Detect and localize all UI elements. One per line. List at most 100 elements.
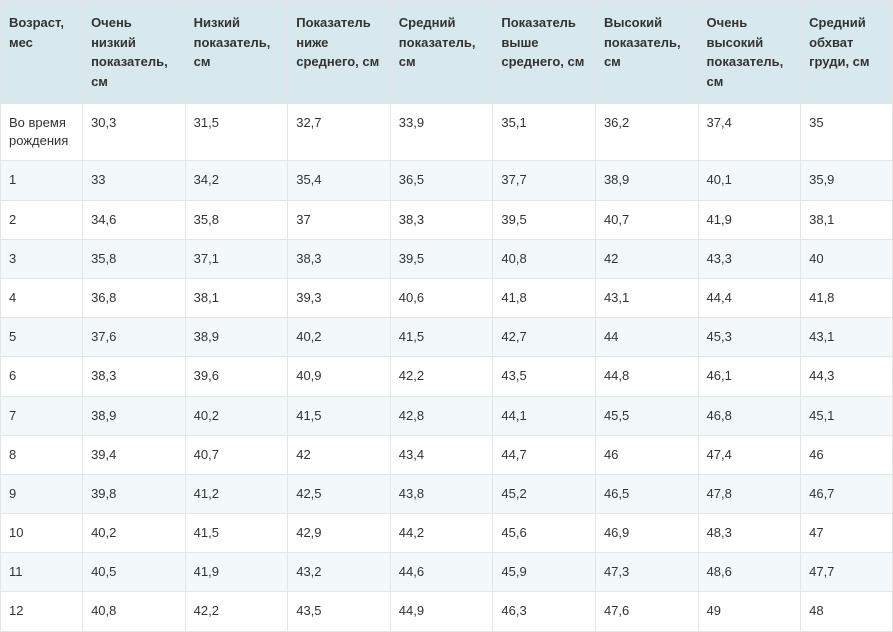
cell-age: 7 xyxy=(1,396,83,435)
table-row: 8 39,4 40,7 42 43,4 44,7 46 47,4 46 xyxy=(1,435,893,474)
cell-value: 42 xyxy=(595,239,698,278)
cell-value: 37,6 xyxy=(83,318,186,357)
cell-value: 41,8 xyxy=(801,278,893,317)
cell-value: 45,9 xyxy=(493,553,596,592)
cell-value: 34,2 xyxy=(185,161,288,200)
cell-value: 36,8 xyxy=(83,278,186,317)
cell-value: 44,2 xyxy=(390,514,493,553)
cell-value: 38,3 xyxy=(390,200,493,239)
cell-value: 30,3 xyxy=(83,104,186,161)
cell-value: 47 xyxy=(801,514,893,553)
table-row: 12 40,8 42,2 43,5 44,9 46,3 47,6 49 48 xyxy=(1,592,893,631)
cell-value: 47,4 xyxy=(698,435,801,474)
cell-value: 38,9 xyxy=(83,396,186,435)
col-header-high: Высокий показатель, см xyxy=(595,1,698,104)
cell-value: 38,3 xyxy=(288,239,391,278)
col-header-age: Возраст, мес xyxy=(1,1,83,104)
table-row: 4 36,8 38,1 39,3 40,6 41,8 43,1 44,4 41,… xyxy=(1,278,893,317)
col-header-chest: Средний обхват груди, см xyxy=(801,1,893,104)
cell-value: 41,2 xyxy=(185,474,288,513)
col-header-average: Средний показатель, см xyxy=(390,1,493,104)
cell-value: 40,2 xyxy=(288,318,391,357)
cell-value: 39,5 xyxy=(493,200,596,239)
cell-value: 45,1 xyxy=(801,396,893,435)
cell-value: 33 xyxy=(83,161,186,200)
cell-age: 5 xyxy=(1,318,83,357)
cell-value: 47,6 xyxy=(595,592,698,631)
cell-value: 40,5 xyxy=(83,553,186,592)
table-row: 11 40,5 41,9 43,2 44,6 45,9 47,3 48,6 47… xyxy=(1,553,893,592)
cell-age: 8 xyxy=(1,435,83,474)
cell-age: 4 xyxy=(1,278,83,317)
cell-value: 38,3 xyxy=(83,357,186,396)
table-row: 3 35,8 37,1 38,3 39,5 40,8 42 43,3 40 xyxy=(1,239,893,278)
cell-age: 11 xyxy=(1,553,83,592)
cell-value: 40 xyxy=(801,239,893,278)
cell-value: 38,1 xyxy=(185,278,288,317)
cell-value: 48,3 xyxy=(698,514,801,553)
cell-value: 44,9 xyxy=(390,592,493,631)
cell-value: 39,3 xyxy=(288,278,391,317)
cell-value: 45,5 xyxy=(595,396,698,435)
cell-value: 37,7 xyxy=(493,161,596,200)
cell-value: 32,7 xyxy=(288,104,391,161)
cell-value: 43,5 xyxy=(288,592,391,631)
cell-age: 6 xyxy=(1,357,83,396)
cell-value: 47,3 xyxy=(595,553,698,592)
cell-value: 43,1 xyxy=(801,318,893,357)
cell-value: 46 xyxy=(595,435,698,474)
cell-value: 42,8 xyxy=(390,396,493,435)
cell-value: 39,6 xyxy=(185,357,288,396)
cell-age: 12 xyxy=(1,592,83,631)
cell-value: 40,2 xyxy=(83,514,186,553)
cell-value: 41,9 xyxy=(698,200,801,239)
cell-value: 43,2 xyxy=(288,553,391,592)
cell-value: 40,7 xyxy=(185,435,288,474)
cell-value: 43,8 xyxy=(390,474,493,513)
cell-age: 2 xyxy=(1,200,83,239)
cell-value: 44,8 xyxy=(595,357,698,396)
col-header-very-low: Очень низкий показатель, см xyxy=(83,1,186,104)
cell-value: 46,9 xyxy=(595,514,698,553)
cell-value: 34,6 xyxy=(83,200,186,239)
cell-value: 44,1 xyxy=(493,396,596,435)
cell-value: 46,1 xyxy=(698,357,801,396)
cell-value: 39,8 xyxy=(83,474,186,513)
cell-value: 43,1 xyxy=(595,278,698,317)
cell-value: 42 xyxy=(288,435,391,474)
cell-value: 35,8 xyxy=(185,200,288,239)
cell-value: 40,8 xyxy=(83,592,186,631)
cell-value: 42,9 xyxy=(288,514,391,553)
cell-value: 47,7 xyxy=(801,553,893,592)
cell-age: 1 xyxy=(1,161,83,200)
cell-value: 44,7 xyxy=(493,435,596,474)
cell-value: 46,7 xyxy=(801,474,893,513)
cell-age: 10 xyxy=(1,514,83,553)
cell-value: 46 xyxy=(801,435,893,474)
cell-value: 46,8 xyxy=(698,396,801,435)
cell-value: 40,2 xyxy=(185,396,288,435)
cell-value: 43,4 xyxy=(390,435,493,474)
cell-value: 46,3 xyxy=(493,592,596,631)
cell-age: Во время рождения xyxy=(1,104,83,161)
cell-value: 35,8 xyxy=(83,239,186,278)
cell-value: 49 xyxy=(698,592,801,631)
cell-value: 35,9 xyxy=(801,161,893,200)
table-header: Возраст, мес Очень низкий показатель, см… xyxy=(1,1,893,104)
cell-value: 38,1 xyxy=(801,200,893,239)
cell-value: 37,1 xyxy=(185,239,288,278)
cell-value: 42,2 xyxy=(390,357,493,396)
cell-value: 45,6 xyxy=(493,514,596,553)
cell-value: 44,4 xyxy=(698,278,801,317)
cell-value: 40,7 xyxy=(595,200,698,239)
cell-value: 46,5 xyxy=(595,474,698,513)
table-row: 1 33 34,2 35,4 36,5 37,7 38,9 40,1 35,9 xyxy=(1,161,893,200)
cell-value: 36,5 xyxy=(390,161,493,200)
cell-age: 3 xyxy=(1,239,83,278)
table-row: 2 34,6 35,8 37 38,3 39,5 40,7 41,9 38,1 xyxy=(1,200,893,239)
cell-value: 48,6 xyxy=(698,553,801,592)
cell-value: 35,1 xyxy=(493,104,596,161)
growth-data-table: Возраст, мес Очень низкий показатель, см… xyxy=(0,0,893,632)
cell-value: 41,5 xyxy=(390,318,493,357)
cell-age: 9 xyxy=(1,474,83,513)
